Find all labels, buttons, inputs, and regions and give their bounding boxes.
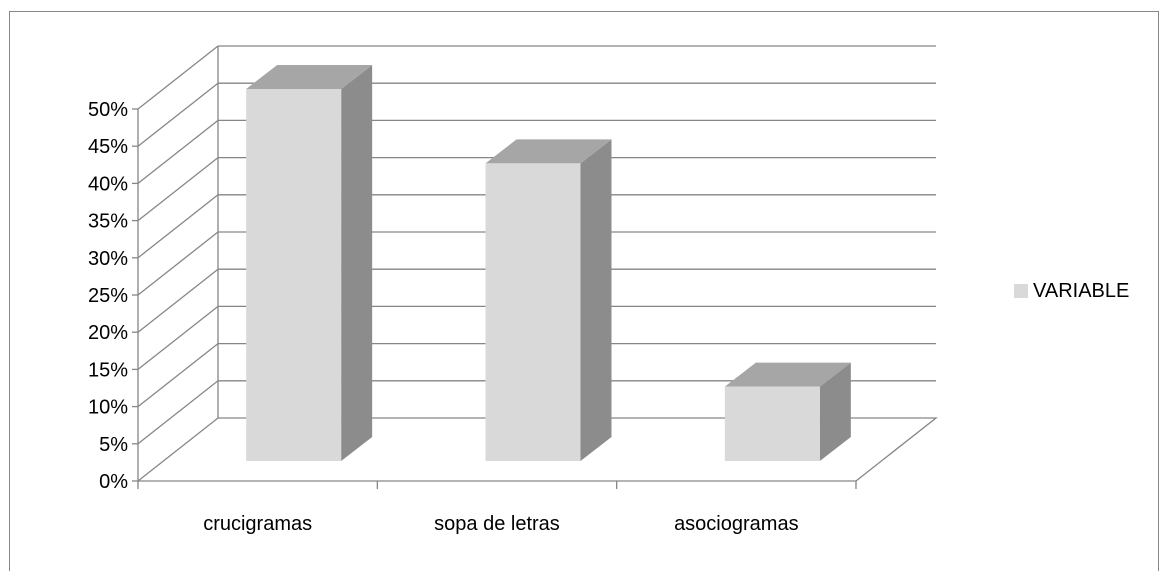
legend-swatch-variable [1014,284,1028,298]
gridline-side [137,268,219,333]
bar-front-face [485,163,581,461]
gridline-side [137,157,219,222]
chart-area [9,11,1159,571]
x-category-label: asociogramas [674,513,799,535]
gridline-side [137,343,219,408]
legend: VARIABLE [1014,280,1129,302]
bar-side-face [819,362,851,461]
gridline-side [137,119,219,184]
bar-sopa-de-letras [485,139,612,461]
bar-side-face [580,139,612,461]
y-tick-label: 45% [88,136,128,158]
y-tick-label: 30% [88,248,128,270]
legend-label-variable: VARIABLE [1033,280,1129,302]
bar-top-face [724,362,851,387]
gridline-side [137,380,219,445]
gridline-side [137,82,219,147]
bar-top-face [246,65,373,89]
y-tick-label: 15% [88,359,128,381]
bars [246,65,851,461]
y-tick-label: 25% [88,285,128,307]
bar-asociogramas [724,362,851,461]
gridline-side [137,45,219,110]
y-tick-label: 35% [88,211,128,233]
bar-front-face [724,386,820,461]
y-tick-label: 40% [88,173,128,195]
y-axis-tick-labels: 0% 5% 10% 15% 20% 25% 30% 35% 40% 45% 50% [88,99,128,493]
x-axis-category-labels: crucigramas sopa de letras asociogramas [203,513,798,535]
gridline-side [137,305,219,370]
y-tick-label: 0% [99,471,128,493]
y-tick-label: 5% [99,434,128,456]
bar-front-face [246,89,342,461]
x-category-label: sopa de letras [434,513,560,535]
bar-top-face [485,139,612,164]
gridline-side [137,231,219,296]
x-category-label: crucigramas [203,513,312,535]
axes [132,108,857,489]
y-tick-label: 20% [88,322,128,344]
bar-crucigramas [246,65,373,461]
y-tick-label: 10% [88,397,128,419]
gridline-side [137,194,219,259]
bar-side-face [341,65,373,461]
y-tick-label: 50% [88,99,128,121]
